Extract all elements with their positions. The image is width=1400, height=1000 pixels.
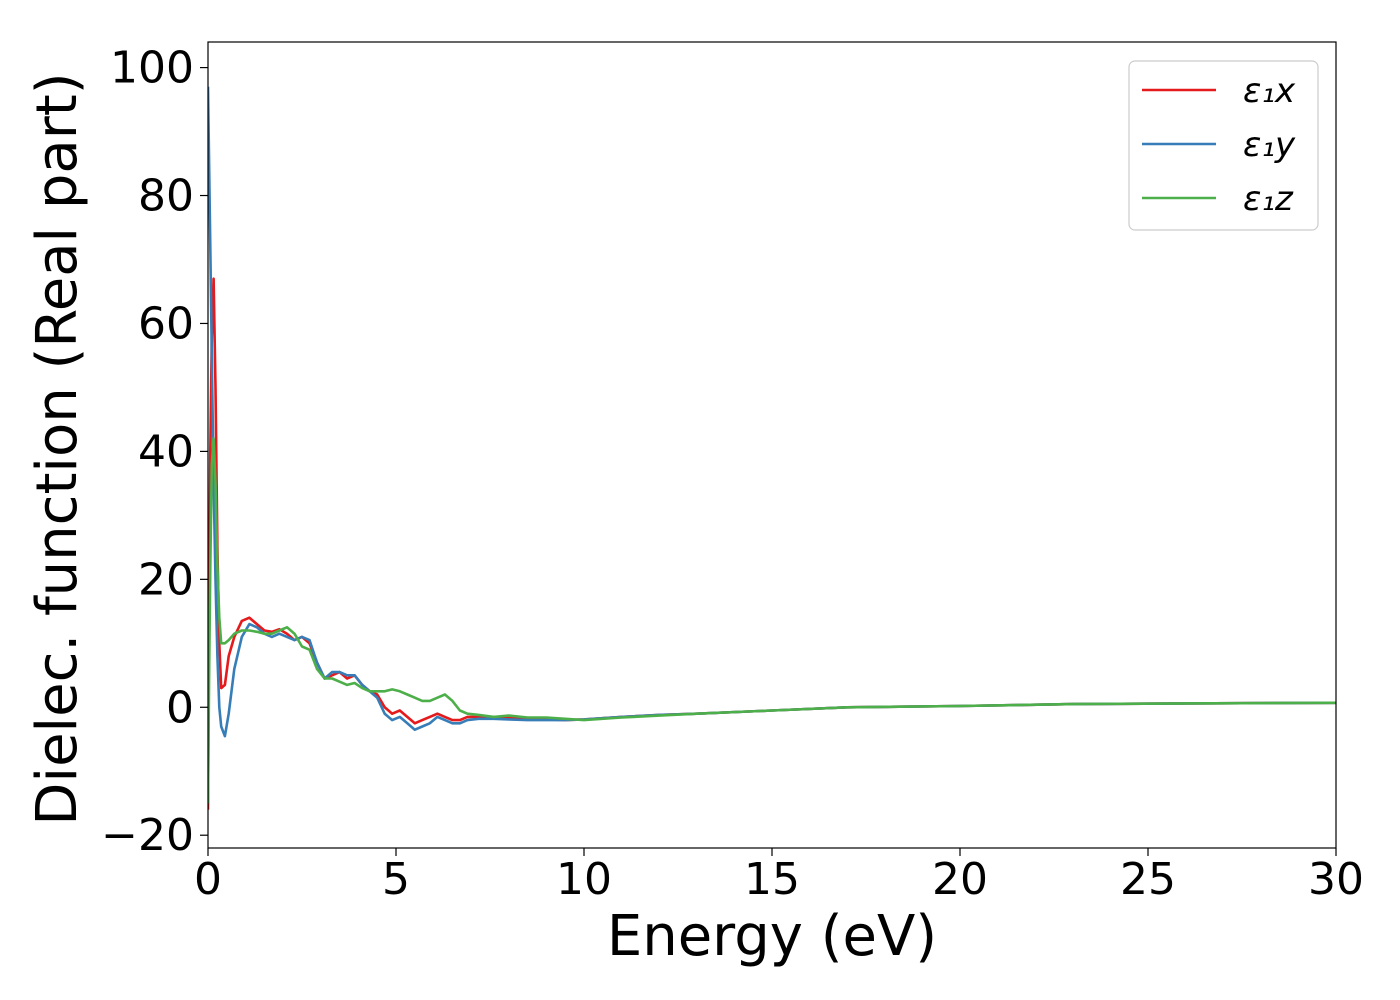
x-tick-label: 30 xyxy=(1308,854,1364,905)
x-tick-label: 20 xyxy=(932,854,988,905)
x-tick-label: 15 xyxy=(744,854,800,905)
legend-box xyxy=(1128,60,1319,231)
x-axis: 0 5 10 15 20 25 30 xyxy=(194,848,1364,905)
y-tick-label: 100 xyxy=(110,43,194,94)
legend: ε₁x ε₁y ε₁z xyxy=(1128,60,1319,231)
legend-label-2: ε₁y xyxy=(1243,125,1296,165)
y-tick-label: 20 xyxy=(138,554,194,605)
series-line-3 xyxy=(208,437,1336,804)
x-tick-label: 10 xyxy=(556,854,612,905)
legend-label-3: ε₁z xyxy=(1243,179,1294,219)
y-tick-label: 40 xyxy=(138,426,194,477)
series-line-1 xyxy=(208,277,1336,810)
x-tick-label: 5 xyxy=(382,854,410,905)
x-axis-title: Energy (eV) xyxy=(607,904,937,969)
legend-label-1: ε₁x xyxy=(1243,71,1296,111)
y-axis-title: Dielec. function (Real part) xyxy=(25,72,90,825)
y-axis: −20 0 20 40 60 80 100 xyxy=(101,43,208,861)
y-tick-label: 80 xyxy=(138,171,194,222)
y-tick-label: 60 xyxy=(138,298,194,349)
x-tick-label: 0 xyxy=(194,854,222,905)
y-tick-label: −20 xyxy=(101,810,194,861)
y-tick-label: 0 xyxy=(166,682,194,733)
x-tick-label: 25 xyxy=(1120,854,1176,905)
series-layer xyxy=(208,86,1336,810)
